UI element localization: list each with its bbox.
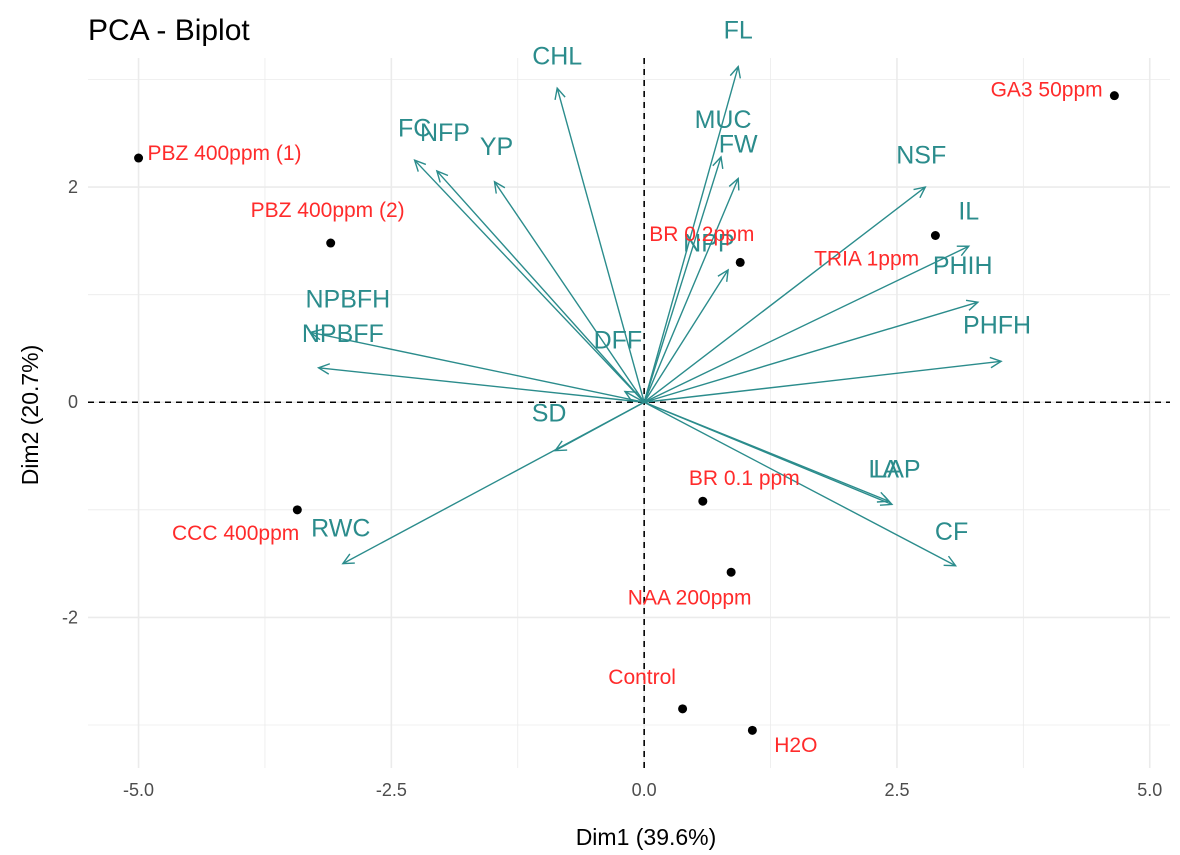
x-tick-label: 5.0	[1137, 780, 1162, 800]
variable-arrow	[436, 170, 645, 403]
individual-point	[1109, 91, 1119, 101]
variable-label: NFP	[420, 119, 470, 147]
x-axis-title: Dim1 (39.6%)	[576, 824, 717, 850]
individual-label: BR 0.2ppm	[649, 223, 754, 246]
individual-label: BR 0.1 ppm	[689, 467, 800, 490]
individual-label: GA3 50ppm	[991, 79, 1103, 102]
variable-label: NSF	[896, 141, 946, 169]
variable-arrowhead	[413, 159, 427, 172]
variable-arrowhead	[989, 356, 1003, 369]
individual-point	[698, 496, 708, 506]
individual-label: PBZ 400ppm (2)	[251, 199, 405, 222]
variable-arrow	[318, 367, 645, 403]
variable-label: PHFH	[963, 311, 1031, 339]
variable-arrow	[310, 331, 645, 403]
individual-point	[134, 153, 144, 163]
variable-arrow	[643, 66, 739, 403]
y-tick-label: -2	[62, 607, 78, 627]
y-tick-label: 0	[68, 392, 78, 412]
variable-arrowhead	[316, 363, 331, 375]
variable-label: FW	[719, 131, 758, 159]
variable-arrow	[643, 269, 729, 403]
variable-arrowhead	[308, 328, 323, 341]
chart-title: PCA - Biplot	[88, 14, 250, 47]
variable-arrow	[643, 178, 739, 403]
individual-point	[326, 238, 336, 248]
variable-arrowhead	[943, 555, 958, 567]
variable-arrowhead	[913, 186, 927, 199]
individual-label: Control	[608, 666, 676, 689]
variable-label: NPP	[683, 230, 734, 258]
variable-arrows	[308, 65, 1003, 567]
variable-arrow	[643, 186, 926, 403]
individual-point	[930, 231, 940, 240]
variable-label: PHIH	[933, 252, 993, 280]
x-tick-label: 2.5	[884, 780, 909, 800]
variable-arrow	[643, 245, 970, 403]
variable-label: FL	[724, 17, 753, 45]
variable-arrowhead	[728, 177, 740, 191]
variable-label: LAP	[873, 456, 920, 484]
x-tick-label: -5.0	[123, 780, 154, 800]
variable-arrowhead	[729, 65, 742, 79]
variable-arrowhead	[623, 390, 637, 402]
variable-label: RWC	[311, 515, 370, 543]
individual-points	[134, 91, 1119, 735]
variable-arrow	[643, 401, 956, 567]
y-tick-label: 2	[68, 177, 78, 197]
variable-arrowhead	[435, 169, 449, 183]
variable-arrow	[493, 181, 645, 403]
variable-label: DFF	[594, 326, 643, 354]
variable-arrow	[643, 301, 979, 403]
variable-arrowhead	[554, 86, 566, 101]
variable-label: IL	[958, 197, 979, 225]
variable-label: LA	[869, 456, 900, 484]
y-axis-title: Dim2 (20.7%)	[17, 345, 43, 486]
individual-point	[726, 567, 736, 577]
variable-arrowhead	[712, 155, 724, 169]
variable-arrowhead	[717, 268, 729, 282]
variable-label: CHL	[532, 42, 582, 70]
x-tick-label: 0.0	[632, 780, 657, 800]
variable-arrowhead	[341, 553, 355, 565]
individual-label: NAA 200ppm	[628, 586, 752, 609]
individual-point	[292, 505, 302, 515]
variable-arrowhead	[493, 180, 506, 194]
individual-label: PBZ 400ppm (1)	[147, 142, 301, 165]
variable-label: CF	[935, 518, 968, 546]
variable-label: NPBFH	[306, 286, 391, 314]
variable-arrow	[644, 360, 1002, 403]
individual-label: CCC 400ppm	[172, 522, 299, 545]
variable-arrow	[643, 156, 722, 403]
variable-arrow	[342, 401, 645, 565]
variable-arrow	[624, 390, 645, 403]
variable-arrow	[643, 401, 890, 502]
variable-label: NPBFF	[302, 320, 384, 348]
x-tick-label: -2.5	[376, 780, 407, 800]
individual-label: TRIA 1ppm	[814, 248, 919, 271]
individual-point	[747, 725, 757, 735]
reference-lines	[88, 58, 1170, 768]
variable-arrowhead	[965, 299, 980, 311]
individual-point	[678, 704, 688, 714]
axis-ticks: -5.0 -2.5 0.0 2.5 5.0 -2 0 2	[62, 177, 1162, 800]
variable-arrow	[414, 159, 645, 403]
variable-label: FC	[398, 115, 431, 143]
individual-point	[735, 257, 745, 267]
variable-label: MUC	[695, 106, 752, 134]
individual-label: H2O	[774, 734, 817, 757]
variable-arrowhead	[876, 491, 891, 503]
variable-label: SD	[532, 400, 567, 428]
variable-arrowhead	[956, 245, 971, 257]
variable-arrow	[556, 87, 645, 403]
variable-label: YP	[480, 133, 513, 161]
